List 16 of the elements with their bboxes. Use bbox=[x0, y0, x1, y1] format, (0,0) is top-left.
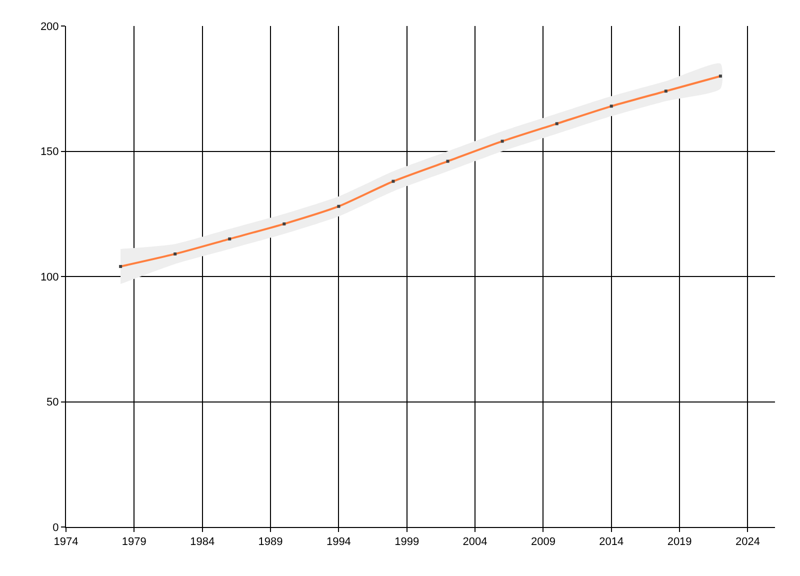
x-tick-label: 1979 bbox=[122, 536, 146, 548]
x-tick-label: 1999 bbox=[394, 536, 420, 548]
y-tick-label: 150 bbox=[40, 146, 59, 158]
x-tick-label: 2009 bbox=[530, 536, 556, 548]
y-tick-label: 50 bbox=[46, 396, 59, 409]
x-tick-label: 2004 bbox=[462, 536, 488, 548]
x-tick-label: 2019 bbox=[667, 536, 692, 548]
x-tick-label: 1994 bbox=[326, 536, 351, 548]
x-tick-label: 2024 bbox=[735, 536, 760, 548]
x-tick-label: 2014 bbox=[599, 536, 624, 548]
y-tick-label: 200 bbox=[40, 20, 59, 33]
x-tick-label: 1989 bbox=[258, 536, 283, 548]
y-tick-label: 100 bbox=[40, 271, 59, 284]
x-tick-label: 1984 bbox=[190, 536, 215, 548]
x-tick-label: 1974 bbox=[54, 536, 78, 548]
y-tick-label: 0 bbox=[52, 522, 59, 534]
